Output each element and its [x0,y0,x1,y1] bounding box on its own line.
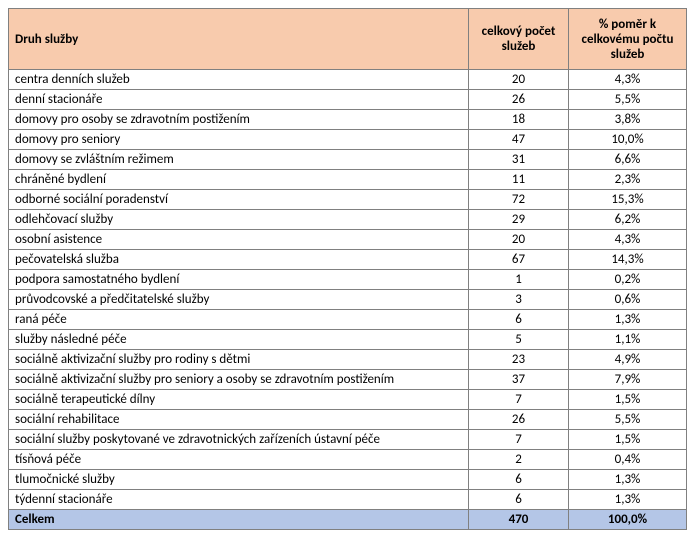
table-row: sociální rehabilitace265,5% [9,410,687,430]
cell-pct: 14,3% [569,250,687,270]
cell-pct: 1,5% [569,390,687,410]
table-row: odlehčovací služby296,2% [9,210,687,230]
cell-pct: 1,3% [569,310,687,330]
table-row: týdenní stacionáře61,3% [9,490,687,510]
cell-name: domovy pro seniory [9,130,469,150]
cell-pct: 6,6% [569,150,687,170]
cell-name: týdenní stacionáře [9,490,469,510]
cell-count: 20 [469,230,569,250]
cell-pct: 4,3% [569,230,687,250]
cell-pct: 4,3% [569,70,687,90]
cell-count: 31 [469,150,569,170]
cell-name: domovy pro osoby se zdravotním postižení… [9,110,469,130]
cell-count: 6 [469,310,569,330]
table-row: raná péče61,3% [9,310,687,330]
cell-name: odborné sociální poradenství [9,190,469,210]
table-row: tlumočnické služby61,3% [9,470,687,490]
cell-name: podpora samostatného bydlení [9,270,469,290]
total-pct: 100,0% [569,510,687,530]
cell-name: služby následné péče [9,330,469,350]
cell-pct: 0,4% [569,450,687,470]
header-count: celkový počet služeb [469,9,569,70]
cell-pct: 4,9% [569,350,687,370]
cell-count: 6 [469,490,569,510]
cell-name: chráněné bydlení [9,170,469,190]
cell-name: sociální služby poskytované ve zdravotni… [9,430,469,450]
table-row: sociálně terapeutické dílny71,5% [9,390,687,410]
table-row: tísňová péče20,4% [9,450,687,470]
cell-count: 23 [469,350,569,370]
table-row: sociálně aktivizační služby pro rodiny s… [9,350,687,370]
cell-name: sociálně terapeutické dílny [9,390,469,410]
cell-pct: 7,9% [569,370,687,390]
total-label: Celkem [9,510,469,530]
cell-count: 6 [469,470,569,490]
services-table: Druh služby celkový počet služeb % poměr… [8,8,687,530]
cell-pct: 1,1% [569,330,687,350]
cell-count: 7 [469,390,569,410]
cell-count: 18 [469,110,569,130]
table-row: sociální služby poskytované ve zdravotni… [9,430,687,450]
cell-count: 26 [469,410,569,430]
total-count: 470 [469,510,569,530]
cell-name: denní stacionáře [9,90,469,110]
cell-name: domovy se zvláštním režimem [9,150,469,170]
cell-name: raná péče [9,310,469,330]
cell-count: 3 [469,290,569,310]
cell-count: 29 [469,210,569,230]
cell-name: tísňová péče [9,450,469,470]
cell-pct: 15,3% [569,190,687,210]
cell-name: sociálně aktivizační služby pro rodiny s… [9,350,469,370]
cell-pct: 10,0% [569,130,687,150]
table-row: průvodcovské a předčitatelské služby30,6… [9,290,687,310]
cell-name: tlumočnické služby [9,470,469,490]
cell-pct: 5,5% [569,410,687,430]
table-body: centra denních služeb204,3%denní stacion… [9,70,687,510]
header-pct: % poměr k celkovému počtu služeb [569,9,687,70]
cell-name: průvodcovské a předčitatelské služby [9,290,469,310]
table-row: centra denních služeb204,3% [9,70,687,90]
cell-count: 20 [469,70,569,90]
table-row: domovy pro seniory4710,0% [9,130,687,150]
cell-count: 1 [469,270,569,290]
cell-count: 26 [469,90,569,110]
cell-count: 47 [469,130,569,150]
cell-pct: 1,3% [569,490,687,510]
cell-count: 5 [469,330,569,350]
cell-count: 37 [469,370,569,390]
cell-pct: 0,2% [569,270,687,290]
cell-count: 2 [469,450,569,470]
cell-pct: 3,8% [569,110,687,130]
header-name: Druh služby [9,9,469,70]
cell-pct: 1,5% [569,430,687,450]
cell-pct: 6,2% [569,210,687,230]
cell-name: sociálně aktivizační služby pro seniory … [9,370,469,390]
cell-name: pečovatelská služba [9,250,469,270]
table-row: denní stacionáře265,5% [9,90,687,110]
cell-count: 7 [469,430,569,450]
cell-pct: 5,5% [569,90,687,110]
header-row: Druh služby celkový počet služeb % poměr… [9,9,687,70]
cell-pct: 2,3% [569,170,687,190]
table-row: domovy pro osoby se zdravotním postižení… [9,110,687,130]
cell-name: osobní asistence [9,230,469,250]
cell-pct: 1,3% [569,470,687,490]
cell-count: 72 [469,190,569,210]
table-row: pečovatelská služba6714,3% [9,250,687,270]
table-row: služby následné péče51,1% [9,330,687,350]
cell-pct: 0,6% [569,290,687,310]
cell-count: 11 [469,170,569,190]
table-row: osobní asistence204,3% [9,230,687,250]
cell-count: 67 [469,250,569,270]
table-row: chráněné bydlení112,3% [9,170,687,190]
table-row: domovy se zvláštním režimem316,6% [9,150,687,170]
table-row: odborné sociální poradenství7215,3% [9,190,687,210]
table-row: podpora samostatného bydlení10,2% [9,270,687,290]
cell-name: centra denních služeb [9,70,469,90]
total-row: Celkem 470 100,0% [9,510,687,530]
cell-name: odlehčovací služby [9,210,469,230]
table-row: sociálně aktivizační služby pro seniory … [9,370,687,390]
cell-name: sociální rehabilitace [9,410,469,430]
